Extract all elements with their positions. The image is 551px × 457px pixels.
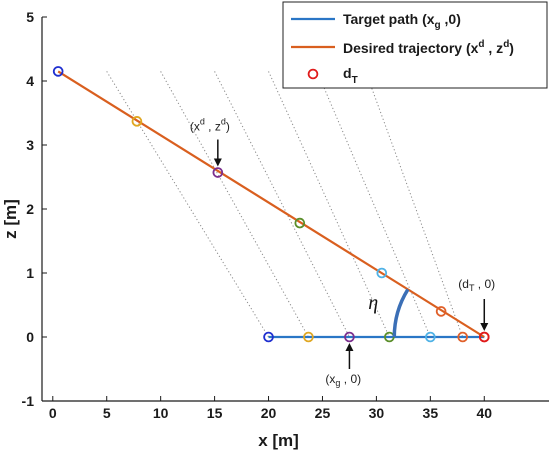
annotation-xd-zd: (xd , zd) bbox=[190, 117, 230, 134]
series-lines bbox=[57, 70, 485, 339]
y-axis-title: z [m] bbox=[1, 199, 20, 239]
arrowhead-icon bbox=[213, 158, 222, 167]
trajectory-point-marker bbox=[294, 217, 306, 229]
trajectory-point-marker bbox=[376, 267, 388, 279]
annotation-xg-0: (xg , 0) bbox=[325, 372, 361, 388]
y-tick-label: -1 bbox=[22, 393, 35, 409]
legend-desired-label: Desired trajectory (xd , zd) bbox=[343, 39, 514, 56]
dotted-guide-line bbox=[365, 71, 464, 338]
axes: 0 5 10 15 20 25 30 35 40 -1 0 1 2 3 4 5 x [m] z [m] bbox=[1, 9, 549, 450]
y-tick-label: 1 bbox=[26, 265, 34, 281]
x-tick-label: 15 bbox=[207, 405, 223, 421]
dotted-guide-line bbox=[106, 71, 269, 338]
legend-dt-swatch bbox=[307, 68, 319, 80]
legend: Target path (xg ,0) Desired trajectory (x… bbox=[282, 1, 548, 89]
y-tick-label: 4 bbox=[26, 73, 34, 89]
x-tick-label: 10 bbox=[153, 405, 169, 421]
trajectory-point-marker bbox=[131, 116, 143, 127]
legend-target-label: Target path (xg ,0) bbox=[343, 11, 461, 31]
annotation-dt-0: (dT , 0) bbox=[458, 277, 495, 293]
dotted-guide-line bbox=[316, 71, 431, 338]
target-point-marker bbox=[457, 331, 469, 343]
data-markers bbox=[52, 66, 490, 343]
x-tick-label: 40 bbox=[476, 405, 492, 421]
target-point-marker bbox=[303, 331, 314, 343]
x-tick-label: 0 bbox=[49, 405, 57, 421]
x-tick-label: 35 bbox=[423, 405, 439, 421]
dotted-guide-lines bbox=[106, 71, 464, 338]
arrowhead-icon bbox=[480, 323, 489, 331]
y-tick-label: 5 bbox=[26, 9, 34, 25]
trajectory-point-marker bbox=[212, 167, 224, 178]
x-tick-label: 25 bbox=[315, 405, 331, 421]
x-tick-label: 5 bbox=[103, 405, 111, 421]
legend-dt-label: dT bbox=[343, 65, 358, 86]
x-tick-label: 30 bbox=[369, 405, 385, 421]
annotations: (xd , zd) (xg , 0) (dT , 0) η bbox=[190, 117, 495, 388]
arrowhead-icon bbox=[345, 343, 354, 351]
y-tick-label: 0 bbox=[26, 329, 34, 345]
x-tick-label: 20 bbox=[261, 405, 277, 421]
desired-trajectory-line bbox=[57, 70, 485, 338]
y-tick-label: 2 bbox=[26, 201, 34, 217]
eta-angle-arc bbox=[392, 288, 410, 338]
dotted-guide-line bbox=[160, 71, 309, 338]
trajectory-point-marker bbox=[435, 306, 447, 317]
eta-label: η bbox=[368, 292, 378, 314]
trajectory-point-marker bbox=[478, 331, 490, 343]
target-point-marker bbox=[344, 331, 355, 343]
legend-box bbox=[282, 1, 548, 89]
target-point-marker bbox=[425, 331, 436, 343]
x-axis-title: x [m] bbox=[258, 431, 299, 450]
target-point-marker bbox=[263, 331, 274, 343]
trajectory-point-marker bbox=[52, 66, 64, 77]
y-tick-label: 3 bbox=[26, 137, 34, 153]
